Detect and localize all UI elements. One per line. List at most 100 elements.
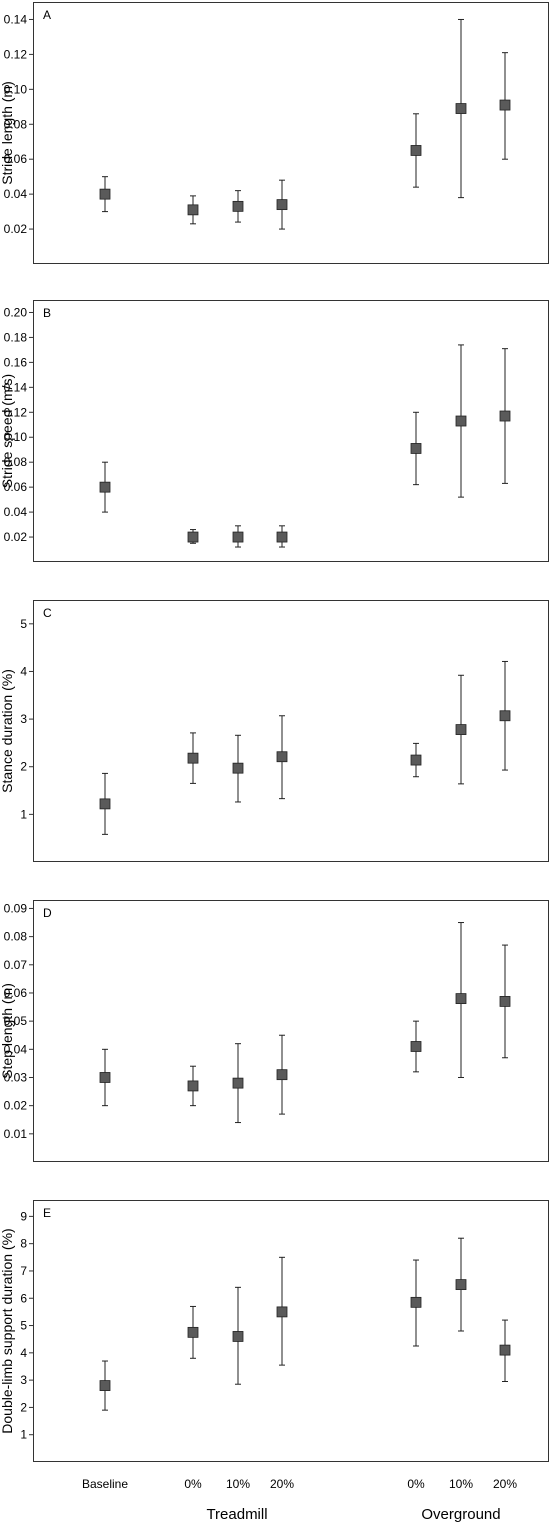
y-tick-label: 0.12: [4, 47, 28, 61]
y-tick-label: 6: [20, 1291, 27, 1305]
y-tick-label: 2: [20, 760, 27, 774]
data-point: [99, 481, 111, 493]
data-point: [99, 188, 111, 200]
data-point: [455, 415, 467, 427]
y-tick-label: 4: [20, 1346, 27, 1360]
panel-d: D 0.01 0.02 0.03 0.04 0.05 0.06 0.07 0.08 0.09 Ste…: [0, 900, 549, 1162]
data-point: [410, 145, 422, 156]
y-tick-label: 0.09: [4, 901, 28, 915]
panel-letter: A: [43, 8, 51, 22]
panel-letter: B: [43, 306, 51, 320]
y-tick-label: 5: [20, 1319, 27, 1333]
y-tick-label: 8: [20, 1237, 27, 1251]
plot-frame: [33, 1200, 549, 1462]
y-tick-label: 9: [20, 1209, 27, 1223]
y-tick-label: 0.01: [4, 1127, 28, 1141]
y-tick-label: 0.02: [4, 222, 28, 236]
plot-frame: [33, 300, 549, 562]
data-point: [276, 1069, 288, 1081]
data-point: [276, 199, 288, 211]
plot-frame: [33, 2, 549, 264]
x-group-label: Overground: [421, 1506, 500, 1523]
panel-b: B 0.02 0.04 0.06 0.08 0.10 0.12 0.14 0.16 0.18 0.2…: [0, 300, 549, 562]
y-tick-label: 0.12: [4, 405, 28, 419]
y-axis-label: Double-limb support duration (%): [0, 1228, 15, 1433]
plot-frame: [33, 600, 549, 862]
panel-e: E 1 2 3 4 5 6 7 8 9 Double-limb support duration (…: [0, 1200, 549, 1462]
data-point: [499, 1344, 511, 1356]
y-tick-label: 0.06: [4, 480, 28, 494]
y-tick-label: 0.04: [4, 505, 28, 519]
data-point: [232, 1331, 244, 1342]
y-axis-label: Stance duration (%): [0, 669, 15, 793]
y-axis-label: Stride length (m): [0, 81, 15, 184]
data-point: [232, 200, 244, 212]
y-tick-label: 3: [20, 712, 27, 726]
y-tick-label: 3: [20, 1373, 27, 1387]
y-tick-label: 0.08: [4, 117, 28, 131]
y-tick-label: 0.18: [4, 330, 28, 344]
data-point: [187, 1326, 199, 1338]
y-tick-label: 1: [20, 1428, 27, 1442]
y-tick-label: 4: [20, 664, 27, 678]
panel-a: A 0.02 0.04 0.06 0.08 0.10 0.12 0.14 Stride leng…: [0, 2, 549, 264]
data-point: [499, 996, 511, 1007]
y-tick-label: 7: [20, 1264, 27, 1278]
y-tick-label: 0.03: [4, 1070, 28, 1084]
x-category-label: 0%: [407, 1477, 425, 1491]
x-category-label: 10%: [449, 1477, 473, 1491]
y-tick-label: 0.08: [4, 455, 28, 469]
y-tick-label: 0.04: [4, 187, 28, 201]
data-point: [499, 710, 511, 722]
y-tick-label: 0.20: [4, 305, 28, 319]
y-tick-label: 0.06: [4, 986, 28, 1000]
data-point: [99, 1380, 111, 1391]
panel-letter: D: [43, 906, 52, 920]
panel-letter: E: [43, 1206, 51, 1220]
data-point: [410, 1296, 422, 1308]
y-tick-label: 0.08: [4, 930, 28, 944]
data-point: [455, 1279, 467, 1291]
y-tick-label: 0.07: [4, 958, 28, 972]
x-category-label: 20%: [270, 1477, 294, 1491]
y-tick-label: 0.06: [4, 152, 28, 166]
data-point: [455, 103, 467, 114]
x-category-label: 0%: [184, 1477, 202, 1491]
y-tick-label: 0.10: [4, 82, 28, 96]
data-point: [99, 798, 111, 810]
data-point: [187, 204, 199, 216]
y-tick-label: 0.14: [4, 12, 28, 26]
data-point: [276, 751, 288, 763]
data-point: [187, 752, 199, 764]
y-tick-label: 0.02: [4, 1099, 28, 1113]
y-tick-label: 0.05: [4, 1014, 28, 1028]
data-point: [410, 754, 422, 766]
data-point: [499, 410, 511, 422]
data-point: [410, 443, 422, 454]
y-tick-label: 5: [20, 617, 27, 631]
plot-frame: [33, 900, 549, 1162]
data-point: [499, 99, 511, 111]
y-tick-label: 0.10: [4, 430, 28, 444]
data-point: [410, 1041, 422, 1052]
y-tick-label: 0.04: [4, 1042, 28, 1056]
x-category-label: 10%: [226, 1477, 250, 1491]
panel-letter: C: [43, 606, 52, 620]
data-point: [99, 1072, 111, 1083]
y-tick-label: 2: [20, 1400, 27, 1414]
y-tick-label: 0.16: [4, 355, 28, 369]
x-category-label: 20%: [493, 1477, 517, 1491]
y-tick-label: 0.02: [4, 530, 28, 544]
data-point: [276, 531, 288, 543]
data-point: [232, 1077, 244, 1089]
data-point: [276, 1306, 288, 1318]
data-point: [187, 531, 199, 543]
y-axis-label: Stride speed (m/s): [0, 374, 15, 488]
panel-c: C 1 2 3 4 5 Stance duration (%): [0, 600, 549, 862]
data-point: [232, 531, 244, 543]
data-point: [455, 993, 467, 1005]
y-axis-label: Step length (m): [0, 983, 15, 1079]
data-point: [187, 1080, 199, 1092]
